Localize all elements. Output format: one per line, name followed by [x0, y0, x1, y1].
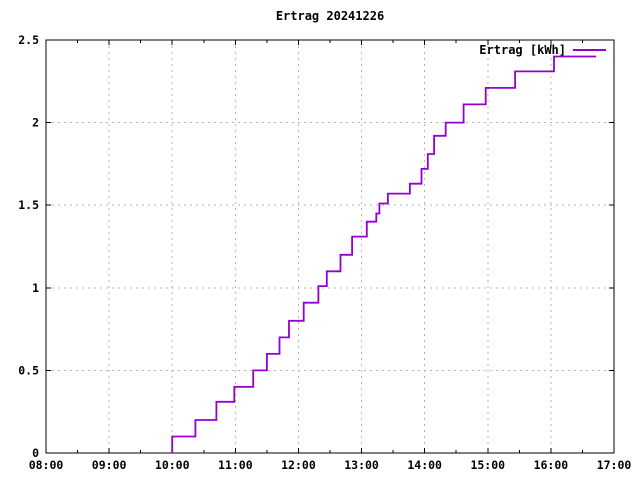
y-tick-label: 2.5 [18, 33, 39, 47]
y-tick-label: 1.5 [18, 198, 39, 212]
y-tick-label: 1 [32, 281, 39, 295]
y-tick-label: 0 [32, 446, 39, 460]
x-tick-label: 10:00 [155, 458, 190, 472]
y-tick-label: 0.5 [18, 363, 39, 377]
x-tick-label: 13:00 [344, 458, 379, 472]
x-tick-label: 14:00 [407, 458, 442, 472]
x-tick-label: 09:00 [92, 458, 127, 472]
legend: Ertrag [kWh] [340, 43, 606, 57]
legend-label: Ertrag [kWh] [479, 43, 566, 57]
plot-border [45, 39, 615, 454]
x-tick-label: 08:00 [29, 458, 64, 472]
legend-sample-line [573, 49, 606, 51]
x-tick-label: 17:00 [597, 458, 632, 472]
step-line-series [171, 55, 597, 453]
x-tick-label: 16:00 [534, 458, 569, 472]
x-tick-label: 11:00 [218, 458, 253, 472]
chart-title: Ertrag 20241226 [275, 9, 385, 23]
x-tick-label: 15:00 [470, 458, 505, 472]
x-tick-label: 12:00 [281, 458, 316, 472]
y-tick-label: 2 [32, 116, 39, 130]
